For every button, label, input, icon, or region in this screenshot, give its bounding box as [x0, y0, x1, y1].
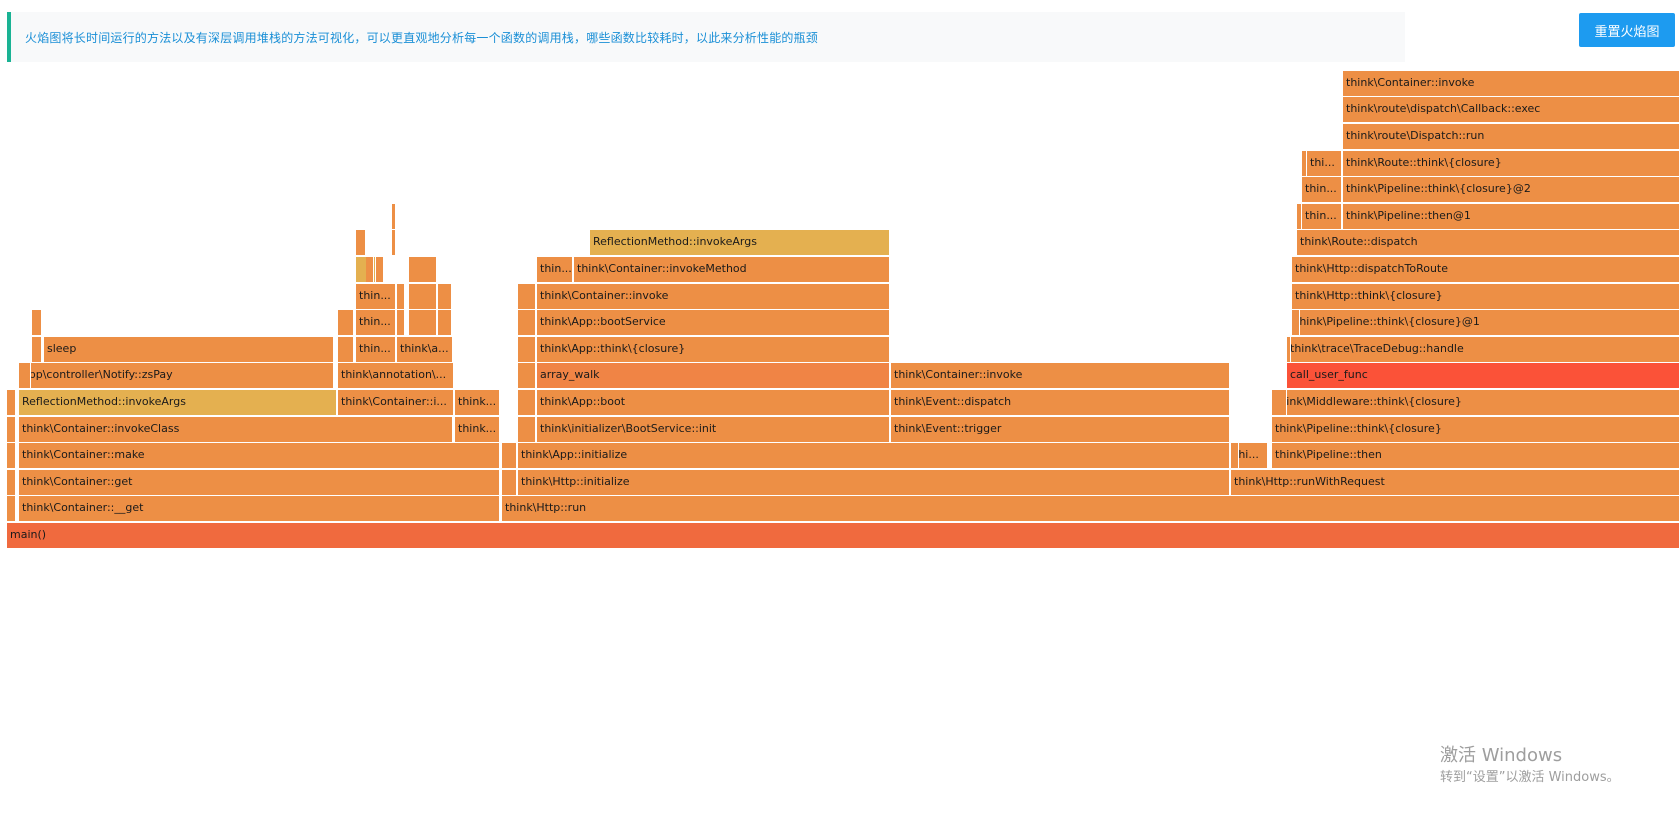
- flame-frame[interactable]: think\Event::trigger: [891, 416, 1230, 443]
- flame-frame-sliver[interactable]: [502, 469, 517, 496]
- flame-frame-sliver[interactable]: [1287, 336, 1291, 363]
- flame-frame[interactable]: thin...: [356, 310, 396, 337]
- watermark-title: 激活 Windows: [1440, 745, 1563, 766]
- flame-frame[interactable]: think\Http::runWithRequest: [1231, 469, 1680, 496]
- flame-frame-sliver[interactable]: [366, 257, 374, 283]
- flame-frame[interactable]: thin...: [356, 283, 396, 310]
- flame-frame[interactable]: sleep: [44, 336, 334, 363]
- flamegraph-description-text: 火焰图将长时间运行的方法以及有深层调用堆栈的方法可视化，可以更直观地分析每一个函…: [25, 30, 819, 45]
- flame-frame[interactable]: think\Container::invokeMethod: [574, 257, 890, 283]
- flame-frame[interactable]: think\Pipeline::think\{closure}@2: [1343, 177, 1680, 204]
- flame-frame[interactable]: think\App::boot: [537, 390, 890, 416]
- flame-frame[interactable]: think\Container::invoke: [1343, 70, 1680, 97]
- flame-frame[interactable]: think\Http::initialize: [518, 469, 1230, 496]
- flame-frame-sliver[interactable]: [7, 416, 16, 443]
- flame-frame[interactable]: think\Http::run: [502, 496, 1680, 523]
- flame-frame-sliver[interactable]: [1292, 310, 1300, 337]
- flame-frame-sliver[interactable]: [338, 336, 354, 363]
- flame-frame[interactable]: think\annotation\...: [338, 363, 454, 390]
- flame-frame[interactable]: think\route\dispatch\Callback::exec: [1343, 97, 1680, 124]
- flame-frame[interactable]: array_walk: [537, 363, 890, 390]
- flame-frame-sliver[interactable]: [7, 469, 16, 496]
- flame-frame[interactable]: think\Container::invokeClass: [19, 416, 453, 443]
- flame-frame-sliver[interactable]: [392, 230, 396, 257]
- watermark-subtitle: 转到“设置”以激活 Windows。: [1440, 770, 1620, 785]
- flame-frame[interactable]: think\Http::think\{closure}: [1292, 283, 1680, 310]
- flame-frame[interactable]: thin...: [537, 257, 573, 283]
- flame-frame[interactable]: main(): [7, 523, 1680, 549]
- flame-frame[interactable]: think\Container::make: [19, 443, 500, 470]
- flame-frame-sliver[interactable]: [19, 363, 31, 390]
- flame-frame-sliver[interactable]: [518, 363, 536, 390]
- flame-frame-sliver[interactable]: [338, 310, 354, 337]
- flame-frame[interactable]: think\Route::think\{closure}: [1343, 150, 1680, 177]
- flame-frame[interactable]: think\Container::invoke: [537, 283, 890, 310]
- flame-frame[interactable]: think...: [455, 416, 500, 443]
- flame-frame[interactable]: think\trace\TraceDebug::handle: [1287, 336, 1680, 363]
- flame-frame-sliver[interactable]: [392, 203, 396, 230]
- flame-frame[interactable]: think\a...: [397, 336, 453, 363]
- flame-frame[interactable]: think\App::bootService: [537, 310, 890, 337]
- flame-frame-sliver[interactable]: [1274, 390, 1287, 416]
- flame-frame-sliver[interactable]: [409, 310, 437, 337]
- flame-frame[interactable]: call_user_func: [1287, 363, 1680, 390]
- flame-frame[interactable]: think\App::think\{closure}: [537, 336, 890, 363]
- flame-frame-sliver[interactable]: [356, 230, 366, 257]
- flame-frame-sliver[interactable]: [376, 257, 384, 283]
- flame-frame-sliver[interactable]: [32, 310, 42, 337]
- flame-frame-sliver[interactable]: [518, 283, 536, 310]
- flame-frame[interactable]: think\Pipeline::think\{closure}@1: [1292, 310, 1680, 337]
- reset-flamegraph-button[interactable]: 重置火焰图: [1579, 13, 1675, 47]
- flame-frame[interactable]: thi...: [1307, 150, 1342, 177]
- flame-frame-sliver[interactable]: [438, 283, 452, 310]
- flame-frame[interactable]: think\Container::get: [19, 469, 500, 496]
- flame-frame-sliver[interactable]: [32, 336, 42, 363]
- flame-frame[interactable]: thin...: [1302, 177, 1342, 204]
- flame-frame[interactable]: ReflectionMethod::invokeArgs: [19, 390, 337, 416]
- flame-frame-sliver[interactable]: [502, 443, 517, 470]
- flame-frame[interactable]: think\App::initialize: [518, 443, 1230, 470]
- flame-frame-sliver[interactable]: [518, 416, 536, 443]
- flame-frame-sliver[interactable]: [409, 257, 437, 283]
- flame-frame-sliver[interactable]: [7, 496, 16, 523]
- flame-frame-sliver[interactable]: [1297, 203, 1302, 230]
- flame-frame[interactable]: think\Middleware::think\{closure}: [1272, 390, 1680, 416]
- flame-frame-sliver[interactable]: [397, 310, 405, 337]
- flame-frame-sliver[interactable]: [1302, 150, 1307, 177]
- flame-frame[interactable]: app\controller\Notify::zsPay: [19, 363, 334, 390]
- flame-frame[interactable]: think\Pipeline::then@1: [1343, 203, 1680, 230]
- flame-frame[interactable]: think\Route::dispatch: [1297, 230, 1680, 257]
- flame-frame[interactable]: think\Container::__get: [19, 496, 500, 523]
- flame-frame[interactable]: think\Container::i...: [338, 390, 454, 416]
- flame-frame[interactable]: think\Pipeline::think\{closure}: [1272, 416, 1680, 443]
- flamegraph-description-banner: 火焰图将长时间运行的方法以及有深层调用堆栈的方法可视化，可以更直观地分析每一个函…: [7, 12, 1405, 62]
- flame-frame-sliver[interactable]: [7, 390, 16, 416]
- flame-frame[interactable]: ReflectionMethod::invokeArgs: [590, 230, 890, 257]
- flame-frame-sliver[interactable]: [518, 390, 536, 416]
- flame-frame[interactable]: think...: [455, 390, 500, 416]
- flame-frame[interactable]: thin...: [1302, 203, 1342, 230]
- flame-frame-sliver[interactable]: [438, 310, 452, 337]
- flame-frame-sliver[interactable]: [518, 310, 536, 337]
- flame-frame[interactable]: think\route\Dispatch::run: [1343, 124, 1680, 150]
- flamegraph[interactable]: main() think\Container::__get think\Http::…: [0, 0, 1680, 560]
- flame-frame-sliver[interactable]: [409, 283, 437, 310]
- flame-frame-sliver[interactable]: [7, 443, 16, 470]
- flame-frame-sliver[interactable]: [1231, 443, 1239, 470]
- windows-activation-watermark: 激活 Windows 转到“设置”以激活 Windows。: [1440, 744, 1620, 788]
- flame-frame[interactable]: think\Event::dispatch: [891, 390, 1230, 416]
- flame-frame[interactable]: think\Container::invoke: [891, 363, 1230, 390]
- flame-frame[interactable]: thin...: [356, 336, 396, 363]
- flame-frame[interactable]: think\Pipeline::then: [1272, 443, 1680, 470]
- flame-frame[interactable]: think\Http::dispatchToRoute: [1292, 257, 1680, 283]
- flame-frame[interactable]: think\initializer\BootService::init: [537, 416, 890, 443]
- flame-frame-sliver[interactable]: [397, 283, 405, 310]
- flame-frame-sliver[interactable]: [518, 336, 536, 363]
